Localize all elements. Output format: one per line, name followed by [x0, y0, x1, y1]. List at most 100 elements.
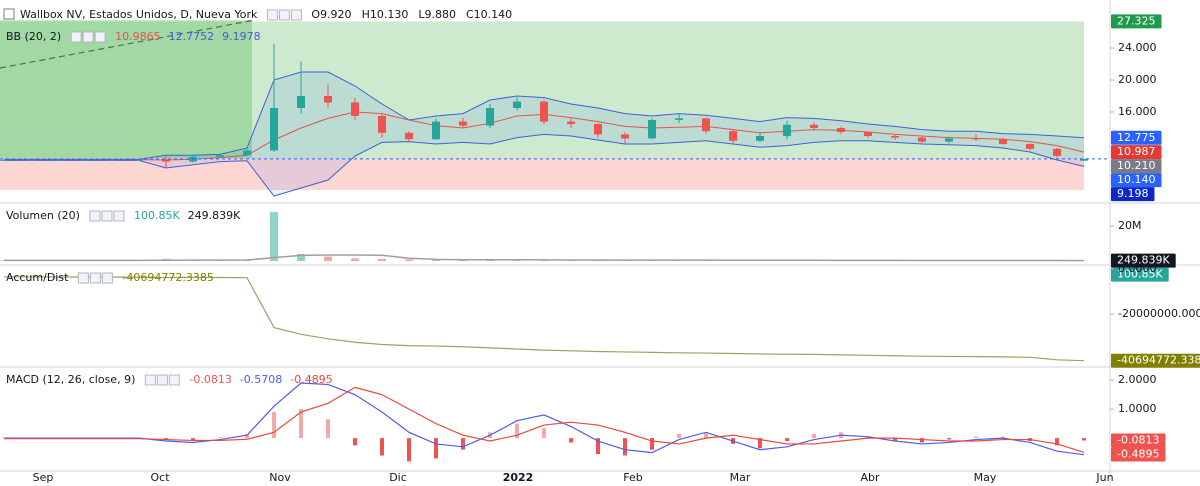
- undefined: Wallbox NV, Estados Unidos, D, Nueva Yor…: [20, 8, 258, 21]
- histogram-bar: [866, 436, 870, 439]
- candle-body: [675, 118, 683, 120]
- settings-icon[interactable]: [168, 374, 180, 386]
- x-tick-label: Oct: [150, 471, 170, 484]
- undefined: 9.1978: [222, 30, 261, 43]
- candle-body: [81, 159, 89, 161]
- histogram-bar: [569, 438, 573, 443]
- settings-icon[interactable]: [278, 9, 290, 21]
- settings-icon[interactable]: [101, 272, 113, 284]
- y-tick-label: 20M: [1118, 219, 1142, 232]
- candle-body: [432, 121, 440, 140]
- price-badge: [1111, 173, 1162, 188]
- price-badge-label: -0.0813: [1117, 433, 1159, 446]
- histogram-bar: [947, 438, 951, 440]
- price-badge: [1111, 253, 1176, 268]
- candle-body: [702, 118, 710, 132]
- volume-ma-line: [4, 254, 1085, 262]
- candle-body: [756, 136, 764, 141]
- settings-icon[interactable]: [82, 31, 94, 43]
- candle-body: [0, 159, 8, 161]
- trend-line: [0, 19, 256, 69]
- candle-body: [1080, 158, 1088, 161]
- price-badge: [1111, 267, 1169, 282]
- drawing-overlay: [0, 20, 252, 158]
- histogram-bar: [758, 438, 762, 449]
- histogram-bar: [353, 438, 357, 446]
- volume-bar: [270, 212, 278, 261]
- histogram-bar: [461, 438, 465, 450]
- candle-body: [1026, 144, 1034, 149]
- price-badge-label: 10.140: [1117, 173, 1156, 186]
- candle-body: [864, 132, 872, 136]
- histogram-bar: [1001, 436, 1005, 439]
- price-badge: [1111, 14, 1162, 29]
- volume-bar: [324, 256, 332, 261]
- settings-icon[interactable]: [89, 210, 101, 222]
- collapse-icon[interactable]: [3, 8, 15, 20]
- band-line: [4, 133, 1085, 197]
- settings-icon[interactable]: [77, 272, 89, 284]
- volume-bar: [405, 259, 413, 261]
- undefined: Accum/Dist: [6, 271, 69, 284]
- histogram-bar: [974, 436, 978, 439]
- undefined: Volumen (20): [6, 209, 80, 222]
- candle-body: [270, 108, 278, 151]
- histogram-bar: [1082, 438, 1086, 441]
- y-tick-label: 24.000: [1118, 41, 1157, 54]
- macd-line: [4, 386, 1085, 453]
- price-badge-label: -0.4895: [1117, 447, 1159, 460]
- histogram-bar: [380, 438, 384, 456]
- candle-body: [999, 139, 1007, 144]
- candle-body: [918, 137, 926, 142]
- histogram-bar: [218, 437, 222, 439]
- position-profit: [0, 21, 1084, 159]
- candle-body: [27, 159, 35, 161]
- x-tick-label: Mar: [730, 471, 751, 484]
- settings-icon[interactable]: [290, 9, 302, 21]
- macd-line: [4, 382, 1085, 456]
- price-badge-label: 249.839K: [1117, 254, 1170, 267]
- histogram-bar: [407, 438, 411, 462]
- settings-icon[interactable]: [113, 210, 125, 222]
- settings-icon[interactable]: [156, 374, 168, 386]
- settings-icon[interactable]: [89, 272, 101, 284]
- settings-icon[interactable]: [70, 31, 82, 43]
- x-tick-label: May: [974, 471, 997, 484]
- x-tick-label: Abr: [860, 471, 880, 484]
- undefined: O9.920: [311, 8, 351, 21]
- candle-body: [783, 124, 791, 136]
- undefined: H10.130: [362, 8, 409, 21]
- candle-body: [135, 159, 143, 161]
- settings-icon[interactable]: [94, 31, 106, 43]
- histogram-bar: [785, 438, 789, 442]
- candle-body: [567, 121, 575, 124]
- settings-icon[interactable]: [266, 9, 278, 21]
- candle-body: [108, 159, 116, 161]
- x-tick-label: Jun: [1095, 471, 1113, 484]
- volume-bar: [297, 254, 305, 261]
- price-badge-label: 10.210: [1117, 159, 1156, 172]
- undefined: L9.880: [418, 8, 456, 21]
- y-tick-label: 16.000: [1118, 105, 1157, 118]
- y-tick-label: 20.000: [1118, 73, 1157, 86]
- undefined: MACD (12, 26, close, 9): [6, 373, 135, 386]
- candle-body: [297, 96, 305, 108]
- candle-body: [891, 136, 899, 138]
- price-badge-label: 9.198: [1117, 187, 1149, 200]
- candle-body: [945, 138, 953, 142]
- band-line: [4, 71, 1085, 160]
- candle-body: [405, 132, 413, 140]
- candle-body: [621, 134, 629, 139]
- price-badge: [1111, 145, 1162, 160]
- settings-icon[interactable]: [101, 210, 113, 222]
- settings-icon[interactable]: [144, 374, 156, 386]
- volume-bar: [351, 258, 359, 261]
- candle-body: [837, 128, 845, 132]
- undefined: -0.5708: [240, 373, 282, 386]
- x-tick-label: Feb: [623, 471, 642, 484]
- y-tick-label: -20000000.0000: [1118, 307, 1200, 320]
- histogram-bar: [596, 438, 600, 455]
- histogram-bar: [542, 427, 546, 439]
- price-badge-label: 12.775: [1117, 131, 1156, 144]
